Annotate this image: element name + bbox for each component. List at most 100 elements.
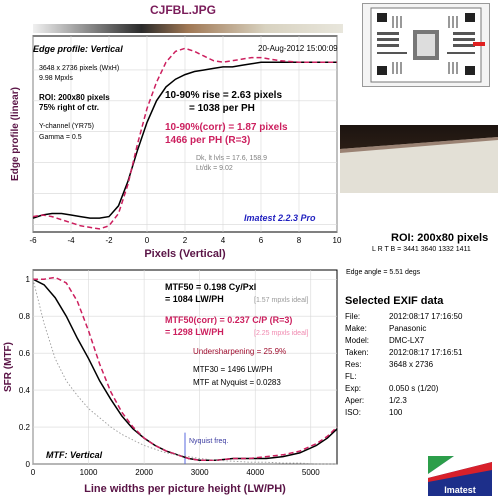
exif-value: DMC-LX7 [389, 336, 425, 345]
mtf-ideal-line [32, 279, 337, 465]
mtf-x-ticks: 0 1000 2000 3000 4000 5000 [31, 468, 320, 477]
mtf-chart: Nyquist freq. 0 1000 2000 3000 4000 5000 0 0.2… [3, 269, 338, 495]
exif-key: Res: [345, 360, 362, 369]
edge-roi-line-1: ROI: 200x80 pixels [39, 93, 110, 102]
undersharpening-text: Undersharpening = 25.9% [193, 347, 286, 356]
exif-value: 3648 x 2736 [389, 360, 434, 369]
exif-value: 2012:08:17 17:16:51 [389, 348, 463, 357]
mtf-y-ticks: 0 0.2 0.4 0.6 0.8 1 [19, 275, 31, 469]
mtf50-line-1: MTF50 = 0.198 Cy/Pxl [165, 282, 256, 292]
edge-rise-line-1: 10-90% rise = 2.63 pixels [165, 90, 282, 101]
exif-value: 1/2.3 [389, 396, 407, 405]
exif-key: Make: [345, 324, 367, 333]
exif-heading: Selected EXIF data [345, 295, 444, 307]
mtf50-note: [1.57 mpxls ideal] [254, 297, 309, 304]
exif-key: File: [345, 312, 361, 321]
imatest-brand: Imatest 2.2.3 Pro [244, 213, 316, 223]
roi-crop-image [340, 125, 498, 193]
edge-channel-line-2: Gamma = 0.5 [39, 134, 82, 141]
edge-x-tick-label: -4 [67, 236, 75, 245]
mtf-title: MTF: Vertical [46, 450, 103, 460]
mtf-x-label: Line widths per picture height (LW/PH) [84, 483, 286, 495]
mtf-x-tick-label: 1000 [80, 468, 98, 477]
edge-rise-line-2: = 1038 per PH [189, 103, 255, 114]
mtf-y-tick-label: 1 [26, 275, 31, 284]
edge-x-tick-label: -6 [29, 236, 37, 245]
edge-title: Edge profile: Vertical [33, 44, 123, 54]
edge-roi-line-2: 75% right of ctr. [39, 103, 99, 112]
mtf50-corr-line-2: = 1298 LW/PH [165, 327, 224, 337]
edge-profile-line [32, 61, 337, 219]
exif-row: Model: DMC-LX7 [345, 336, 424, 345]
edge-x-tick-label: 6 [259, 236, 264, 245]
mtf-corrected-line [33, 276, 338, 462]
mtf50-corr-note: [2.25 mpxls ideal] [254, 330, 309, 337]
mtf-y-tick-label: 0.8 [19, 312, 31, 321]
test-chart-thumbnail [362, 3, 490, 87]
exif-key: FL: [345, 372, 357, 381]
edge-corr-line-2: 1466 per PH (R=3) [165, 135, 250, 146]
nyquist-label: Nyquist freq. [189, 438, 228, 445]
edge-x-label: Pixels (Vertical) [144, 248, 226, 260]
mtf-x-tick-label: 2000 [135, 468, 153, 477]
mtf-y-label: SFR (MTF) [3, 342, 14, 392]
mtf50-line-2: = 1084 LW/PH [165, 294, 224, 304]
exif-row: Exp: 0.050 s (1/20) [345, 384, 438, 393]
edge-y-label: Edge profile (linear) [10, 87, 21, 181]
edge-dk-line-1: Dk, lt lvls = 17.6, 158.9 [196, 155, 267, 162]
mtf-series [32, 276, 338, 465]
edge-corrected-line [32, 47, 337, 230]
edge-date: 20-Aug-2012 15:00:09 [258, 44, 338, 53]
exif-value: 2012:08:17 17:16:50 [389, 312, 463, 321]
mtf-x-tick-label: 3000 [191, 468, 209, 477]
exif-key: Aper: [345, 396, 365, 405]
edge-channel-line-1: Y-channel (YR75) [39, 123, 94, 130]
exif-row: FL: [345, 372, 389, 381]
exif-key: Taken: [345, 348, 369, 357]
edge-x-tick-label: 8 [297, 236, 302, 245]
exif-key: Exp: [345, 384, 362, 393]
edge-chart: -6 -4 -2 0 2 4 6 8 10 Edge profile: Vertical 20-… [10, 35, 342, 260]
edge-dk-line-2: Lt/dk = 9.02 [196, 165, 233, 172]
mtf-y-tick-label: 0 [26, 460, 31, 469]
mtf-x-tick-label: 0 [31, 468, 36, 477]
mtf-y-tick-label: 0.6 [19, 349, 31, 358]
mtf-grid [32, 270, 337, 465]
edge-series [32, 47, 337, 230]
edge-x-ticks: -6 -4 -2 0 2 4 6 8 10 [29, 236, 342, 245]
exif-row: File: 2012:08:17 17:16:50 [345, 312, 462, 321]
mtf-x-tick-label: 4000 [246, 468, 264, 477]
mtf50-corr-line-1: MTF50(corr) = 0.237 C/P (R=3) [165, 315, 292, 325]
exif-row: ISO: 100 [345, 408, 402, 417]
mtf-plot-frame [32, 269, 338, 465]
exif-row: Aper: 1/2.3 [345, 396, 407, 405]
exif-row: Make: Panasonic [345, 324, 426, 333]
edge-x-tick-label: -2 [105, 236, 113, 245]
exif-row: Taken: 2012:08:17 17:16:51 [345, 348, 462, 357]
exif-key: Model: [345, 336, 370, 345]
exif-value: 100 [389, 408, 403, 417]
mtf-x-tick-label: 5000 [302, 468, 320, 477]
exif-key: ISO: [345, 408, 362, 417]
file-title: CJFBL.JPG [150, 3, 217, 17]
exif-value: Panasonic [389, 324, 427, 333]
gradient-strip [33, 24, 343, 33]
edge-x-tick-label: 0 [145, 236, 150, 245]
mtf-nyquist-text: MTF at Nyquist = 0.0283 [193, 378, 281, 387]
edge-x-tick-label: 2 [183, 236, 188, 245]
roi-coordinates: L R T B = 3441 3640 1332 1411 [372, 246, 471, 253]
edge-info-line-2: 9.98 Mpxls [39, 75, 73, 82]
edge-angle: Edge angle = 5.51 degs [346, 269, 421, 276]
mtf-y-tick-label: 0.4 [19, 386, 31, 395]
edge-grid [32, 36, 338, 232]
mtf30-text: MTF30 = 1496 LW/PH [193, 365, 272, 374]
exif-value: 0.050 s (1/20) [389, 384, 439, 393]
edge-info-line-1: 3648 x 2736 pixels (WxH) [39, 65, 119, 72]
edge-x-tick-label: 4 [221, 236, 226, 245]
roi-title: ROI: 200x80 pixels [391, 232, 489, 244]
edge-corr-line-1: 10-90%(corr) = 1.87 pixels [165, 122, 288, 133]
mtf-y-tick-label: 0.2 [19, 423, 31, 432]
logo-text: Imatest [444, 485, 476, 495]
imatest-logo: Imatest [428, 456, 492, 496]
